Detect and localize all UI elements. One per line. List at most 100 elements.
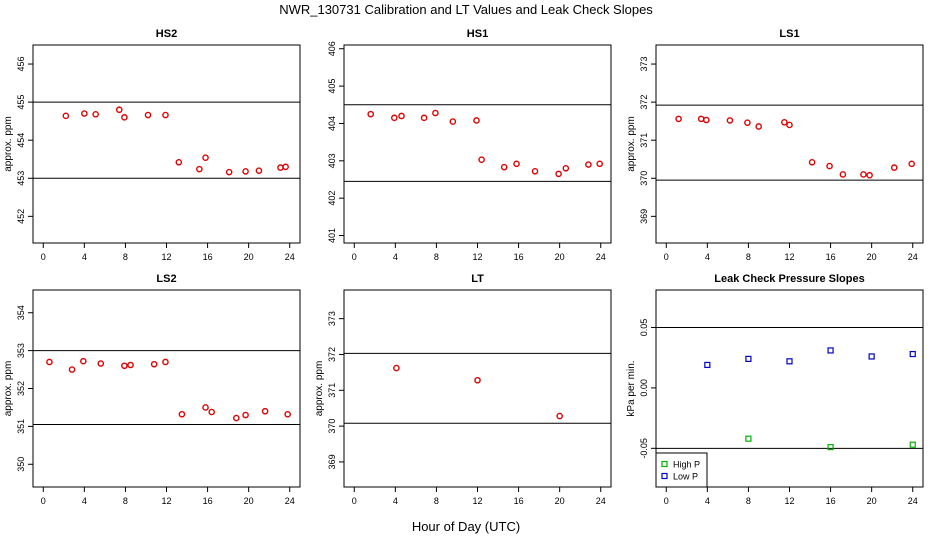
panel-3: LS1 approx. ppm 0 4 8 12 16 20 24 369 370 371 372 373 bbox=[626, 28, 924, 262]
figure-title: NWR_130731 Calibration and LT Values and… bbox=[279, 2, 653, 17]
data-point bbox=[162, 358, 169, 366]
data-point bbox=[555, 170, 562, 178]
data-point bbox=[162, 111, 169, 119]
panel-title: LS1 bbox=[779, 28, 799, 40]
x-tick-label: 0 bbox=[664, 496, 669, 506]
data-point bbox=[909, 350, 916, 358]
data-point bbox=[744, 119, 751, 126]
data-point bbox=[391, 114, 398, 122]
x-tick-label: 24 bbox=[285, 496, 295, 506]
x-tick-label: 8 bbox=[434, 496, 439, 506]
legend-marker bbox=[661, 460, 668, 468]
legend-label: Low P bbox=[673, 472, 698, 482]
data-point bbox=[473, 117, 480, 124]
y-tick-label: 354 bbox=[16, 305, 26, 320]
data-point bbox=[808, 158, 816, 166]
y-tick-label: 452 bbox=[16, 209, 26, 224]
y-tick-label: 370 bbox=[327, 419, 337, 434]
data-point bbox=[562, 164, 570, 172]
x-tick-label: 24 bbox=[596, 252, 606, 262]
plot-frame bbox=[32, 289, 301, 488]
y-axis-label: approx. ppm bbox=[3, 116, 14, 172]
data-point bbox=[367, 110, 375, 118]
y-tick-label: 403 bbox=[327, 153, 337, 168]
x-tick-label: 20 bbox=[244, 496, 254, 506]
data-point bbox=[115, 106, 123, 114]
x-tick-label: 16 bbox=[514, 252, 524, 262]
data-point bbox=[202, 154, 209, 162]
data-point bbox=[393, 364, 400, 372]
x-tick-label: 20 bbox=[555, 496, 565, 506]
y-axis-label: approx. ppm bbox=[626, 116, 637, 172]
data-point bbox=[478, 156, 485, 163]
y-tick-label: 373 bbox=[327, 311, 337, 326]
data-point bbox=[890, 164, 898, 171]
data-point bbox=[531, 167, 539, 175]
data-point bbox=[121, 362, 128, 370]
data-point bbox=[556, 412, 563, 420]
data-point bbox=[781, 118, 788, 126]
y-tick-label: 369 bbox=[327, 454, 337, 469]
data-point bbox=[786, 121, 793, 129]
x-tick-label: 24 bbox=[596, 496, 606, 506]
y-tick-label: 453 bbox=[16, 171, 26, 186]
data-point bbox=[175, 158, 183, 166]
data-point bbox=[432, 109, 439, 117]
y-tick-label: 351 bbox=[16, 419, 26, 434]
data-point bbox=[827, 444, 834, 451]
data-point bbox=[233, 414, 240, 422]
y-tick-label: 406 bbox=[327, 41, 337, 56]
x-tick-label: 0 bbox=[664, 252, 669, 262]
plot-frame bbox=[32, 44, 301, 244]
x-tick-label: 24 bbox=[908, 496, 918, 506]
x-tick-label: 0 bbox=[41, 252, 46, 262]
y-tick-label: 370 bbox=[639, 171, 649, 186]
plot-frame bbox=[343, 289, 612, 488]
y-tick-label: 371 bbox=[639, 133, 649, 148]
y-tick-label: 373 bbox=[639, 57, 649, 72]
data-point bbox=[284, 410, 291, 418]
y-tick-label: 455 bbox=[16, 95, 26, 110]
legend-label: High P bbox=[673, 460, 700, 470]
data-point bbox=[242, 168, 249, 175]
x-tick-label: 16 bbox=[826, 496, 836, 506]
x-tick-label: 20 bbox=[555, 252, 565, 262]
data-point bbox=[675, 115, 682, 123]
data-point bbox=[62, 112, 70, 120]
y-tick-label: 0.05 bbox=[639, 319, 649, 337]
data-point bbox=[81, 110, 88, 117]
data-point bbox=[80, 357, 87, 365]
x-tick-label: 4 bbox=[393, 252, 398, 262]
x-tick-label: 0 bbox=[41, 496, 46, 506]
panel-6: Leak Check Pressure Slopes kPa per min. 0 4… bbox=[626, 273, 924, 506]
y-tick-label: 405 bbox=[327, 79, 337, 94]
y-tick-label: 372 bbox=[639, 95, 649, 110]
data-point bbox=[704, 361, 711, 369]
data-point bbox=[178, 410, 186, 418]
data-point bbox=[144, 111, 152, 119]
x-tick-label: 4 bbox=[393, 496, 398, 506]
data-point bbox=[726, 117, 734, 124]
x-axis-label: Hour of Day (UTC) bbox=[412, 519, 520, 534]
x-tick-label: 20 bbox=[867, 496, 877, 506]
data-point bbox=[827, 347, 834, 354]
data-point bbox=[225, 168, 233, 176]
data-point bbox=[909, 441, 916, 448]
x-tick-label: 20 bbox=[244, 252, 254, 262]
x-tick-label: 24 bbox=[285, 252, 295, 262]
data-point bbox=[866, 171, 873, 179]
y-axis-label: approx. ppm bbox=[3, 361, 14, 417]
legend-box bbox=[655, 452, 708, 488]
x-tick-label: 12 bbox=[161, 496, 171, 506]
data-point bbox=[277, 164, 284, 171]
panel-1: HS2 approx. ppm 0 4 8 12 16 20 24 452 453 454 455 456 bbox=[3, 28, 301, 262]
data-point bbox=[196, 165, 203, 173]
y-tick-label: 353 bbox=[16, 343, 26, 358]
data-point bbox=[697, 115, 705, 123]
y-tick-label: 0.00 bbox=[639, 379, 649, 397]
data-point bbox=[150, 360, 158, 368]
x-tick-label: 24 bbox=[908, 252, 918, 262]
data-point bbox=[908, 160, 916, 168]
data-point bbox=[97, 360, 105, 367]
